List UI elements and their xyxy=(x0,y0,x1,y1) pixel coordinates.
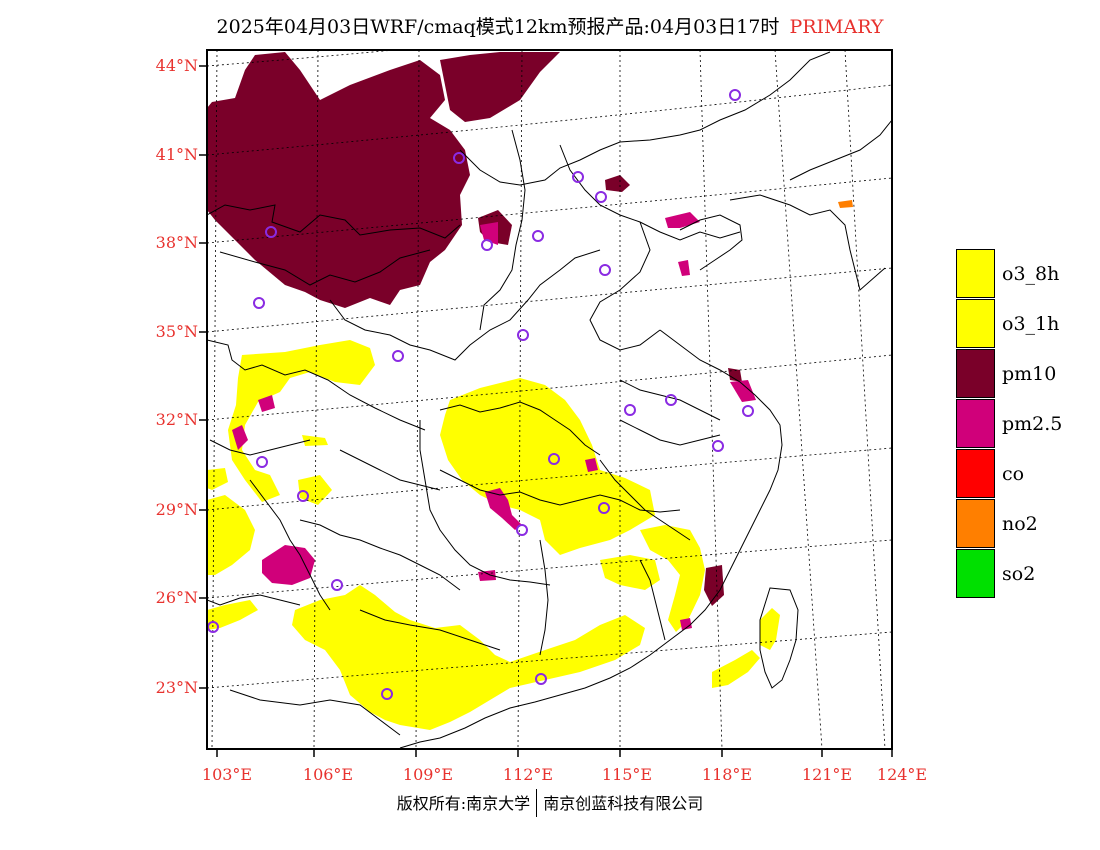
lat-label: 29°N xyxy=(155,500,198,519)
legend-label: no2 xyxy=(1002,513,1038,535)
pm10-region-north xyxy=(207,52,470,308)
tick-marks xyxy=(199,65,893,757)
legend-item-no2: no2 xyxy=(956,499,1096,549)
copyright-text: 版权所有:南京大学 xyxy=(396,794,531,813)
o3-region-guizhou xyxy=(298,475,332,505)
o3-region-jiangxi xyxy=(600,555,660,590)
lat-label: 44°N xyxy=(155,56,198,75)
legend-label: pm2.5 xyxy=(1002,413,1063,435)
legend-swatch xyxy=(956,399,995,448)
legend-item-o3-1h: o3_1h xyxy=(956,299,1096,349)
lon-label: 118°E xyxy=(701,765,753,784)
legend-item-pm25: pm2.5 xyxy=(956,399,1096,449)
legend-label: co xyxy=(1002,463,1025,485)
o3-region-south xyxy=(292,585,645,730)
o3-region-southwest xyxy=(207,495,255,575)
lat-label: 38°N xyxy=(155,233,198,252)
lon-label: 103°E xyxy=(201,765,253,784)
pm10-region-hebei xyxy=(605,175,630,192)
lat-label: 35°N xyxy=(155,322,198,341)
lat-label: 26°N xyxy=(155,588,198,607)
o3-regions xyxy=(207,340,780,730)
legend-swatch xyxy=(956,299,995,348)
pm25-region-hebei xyxy=(480,222,498,245)
legend-item-so2: so2 xyxy=(956,549,1096,599)
pm10-region-jiangsu xyxy=(728,368,742,382)
station-markers xyxy=(207,89,754,700)
lon-label: 109°E xyxy=(402,765,454,784)
lon-label: 124°E xyxy=(876,765,928,784)
pm25-region-sichuan-2 xyxy=(258,395,275,412)
no2-region xyxy=(838,200,853,208)
pm25-region-hubei xyxy=(585,458,598,472)
o3-region-sichuan xyxy=(228,340,375,502)
o3-region-chongqing xyxy=(302,435,328,446)
legend-swatch xyxy=(956,499,995,548)
legend-swatch xyxy=(956,549,995,598)
lat-label: 23°N xyxy=(155,678,198,697)
company-text: 南京创蓝科技有限公司 xyxy=(543,794,704,813)
lon-label: 121°E xyxy=(801,765,853,784)
boundaries xyxy=(207,51,892,749)
pm25-region-shandong-2 xyxy=(678,260,690,276)
lat-label: 32°N xyxy=(155,410,198,429)
o3-region-taiwan-strait xyxy=(712,650,760,688)
lon-label: 106°E xyxy=(302,765,354,784)
pm25-region-shandong xyxy=(665,212,700,228)
pm25-region-yunnan xyxy=(262,545,315,585)
o3-region-guangxi xyxy=(207,600,258,630)
pollutant-legend: o3_8h o3_1h pm10 pm2.5 co no2 so2 xyxy=(956,249,1096,599)
lon-label: 115°E xyxy=(601,765,653,784)
legend-swatch xyxy=(956,249,995,298)
title-text: 2025年04月03日WRF/cmaq模式12km预报产品:04月03日17时 xyxy=(216,16,780,38)
lat-label: 41°N xyxy=(155,145,198,164)
pm25-region-sichuan xyxy=(232,425,248,450)
credit-line: 版权所有:南京大学 南京创蓝科技有限公司 xyxy=(0,788,1100,819)
o3-region-taiwan xyxy=(760,608,780,650)
pm25-region-jiangsu xyxy=(730,380,756,402)
o3-region-central xyxy=(440,378,655,555)
legend-label: o3_8h xyxy=(1002,263,1060,285)
legend-label: pm10 xyxy=(1002,363,1057,385)
pm25-region-hunan xyxy=(485,488,522,530)
o3-region-southeast xyxy=(640,525,705,632)
pm10-region-north-2 xyxy=(440,52,560,122)
primary-tag: PRIMARY xyxy=(789,16,884,38)
pm10-region-fujian xyxy=(704,565,724,606)
map-title: 2025年04月03日WRF/cmaq模式12km预报产品:04月03日17时 P… xyxy=(0,12,1100,39)
credit-divider xyxy=(536,788,538,817)
legend-swatch xyxy=(956,449,995,498)
legend-swatch xyxy=(956,349,995,398)
legend-label: so2 xyxy=(1002,563,1036,585)
map-frame xyxy=(206,49,893,750)
lon-label: 112°E xyxy=(502,765,554,784)
pm25-region-south xyxy=(680,618,692,630)
legend-item-o3-8h: o3_8h xyxy=(956,249,1096,299)
legend-item-co: co xyxy=(956,449,1096,499)
legend-label: o3_1h xyxy=(1002,313,1060,335)
o3-region-west xyxy=(207,468,228,490)
legend-item-pm10: pm10 xyxy=(956,349,1096,399)
